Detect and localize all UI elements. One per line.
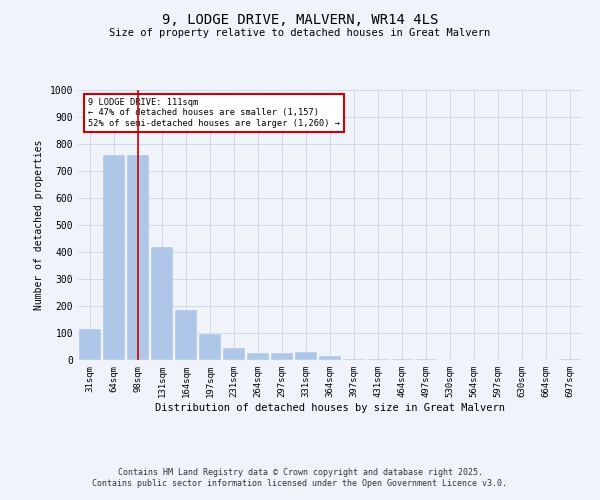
Text: 9, LODGE DRIVE, MALVERN, WR14 4LS: 9, LODGE DRIVE, MALVERN, WR14 4LS	[162, 12, 438, 26]
Bar	[343, 358, 365, 360]
Bar	[559, 358, 581, 360]
Bar	[247, 353, 269, 360]
Bar	[175, 310, 197, 360]
Bar	[79, 329, 101, 360]
Bar	[319, 356, 341, 360]
Bar	[103, 155, 125, 360]
Bar	[391, 358, 413, 360]
Bar	[151, 246, 173, 360]
Y-axis label: Number of detached properties: Number of detached properties	[34, 140, 44, 310]
Text: Contains HM Land Registry data © Crown copyright and database right 2025.
Contai: Contains HM Land Registry data © Crown c…	[92, 468, 508, 487]
Text: 9 LODGE DRIVE: 111sqm
← 47% of detached houses are smaller (1,157)
52% of semi-d: 9 LODGE DRIVE: 111sqm ← 47% of detached …	[88, 98, 340, 128]
Bar	[127, 155, 149, 360]
Bar	[223, 348, 245, 360]
X-axis label: Distribution of detached houses by size in Great Malvern: Distribution of detached houses by size …	[155, 402, 505, 412]
Bar	[367, 358, 389, 360]
Bar	[295, 352, 317, 360]
Text: Size of property relative to detached houses in Great Malvern: Size of property relative to detached ho…	[109, 28, 491, 38]
Bar	[415, 358, 437, 360]
Bar	[199, 334, 221, 360]
Bar	[271, 353, 293, 360]
